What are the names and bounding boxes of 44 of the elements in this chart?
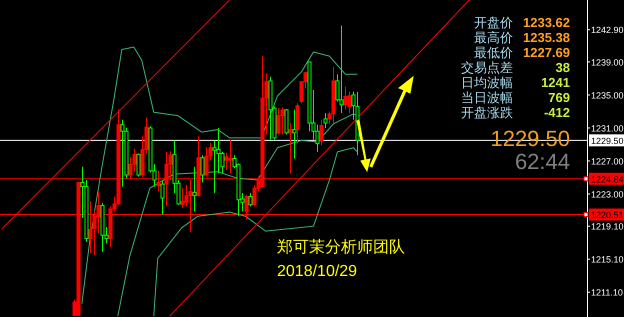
- candlestick: [192, 166, 196, 212]
- candlestick: [316, 124, 320, 152]
- candlestick: [324, 112, 328, 128]
- y-tick-label: 1215.10: [591, 254, 624, 265]
- candlestick: [340, 25, 344, 114]
- y-tick-label: 1231.00: [591, 123, 624, 134]
- candlestick: [292, 109, 296, 159]
- annotation: 1227.69: [523, 45, 570, 60]
- candlestick: [344, 86, 348, 110]
- line-series: [153, 147, 358, 317]
- y-tick-label: 1227.00: [591, 156, 624, 166]
- ref-line-label: 1229.50: [591, 136, 624, 146]
- annotation: 1241: [541, 75, 570, 90]
- annotation: 开盘价: [474, 15, 513, 30]
- annotation: 当日波幅: [461, 90, 513, 105]
- ref-line-label: 1224.84: [591, 174, 624, 184]
- annotation: 38: [556, 60, 570, 75]
- annotation: 62:44: [514, 149, 570, 174]
- annotation: 2018/10/29: [277, 263, 358, 280]
- candlestick: [228, 139, 232, 174]
- candlestick: [84, 179, 88, 242]
- y-tick-label: 1219.10: [591, 222, 624, 232]
- annotation: 最低价: [474, 45, 513, 60]
- ref-line-label: 1220.51: [591, 210, 624, 220]
- candlestick: [320, 119, 324, 146]
- annotation: 开盘涨跌: [461, 105, 513, 120]
- line-series: [81, 46, 358, 304]
- annotation: 769: [548, 90, 570, 105]
- annotation: 交易点差: [461, 60, 513, 75]
- y-tick-label: 1223.00: [591, 189, 624, 200]
- annotation: 1235.38: [523, 30, 570, 45]
- annotation: 最高价: [474, 30, 513, 45]
- annotation: 郑可茉分析师团队: [277, 238, 405, 256]
- annotation: 日均波幅: [461, 75, 513, 90]
- candlestick: [332, 66, 336, 124]
- candlestick: [120, 119, 124, 188]
- y-tick-label: 1235.00: [591, 90, 624, 100]
- y-tick-label: 1242.90: [591, 25, 624, 36]
- annotation: -412: [544, 105, 570, 120]
- y-tick-label: 1239.00: [591, 57, 624, 68]
- annotation: 1233.62: [523, 15, 570, 30]
- y-tick-label: 1211.10: [591, 288, 623, 298]
- candlestick: [180, 188, 184, 209]
- candlestick: [288, 122, 292, 174]
